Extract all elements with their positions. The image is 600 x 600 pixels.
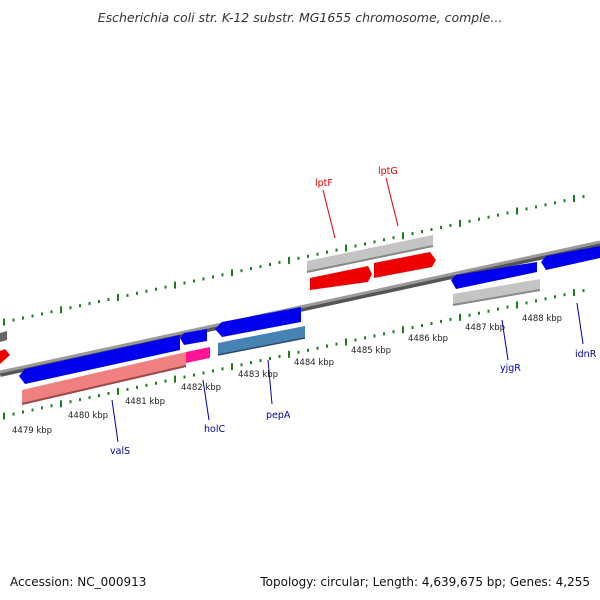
tick-label: 4480 kbp: [68, 411, 108, 421]
gene-label-yjgR[interactable]: yjgR: [500, 363, 521, 374]
tick-label: 4485 kbp: [351, 346, 391, 356]
tick-label: 4482 kbp: [181, 383, 221, 393]
tick-label: 4483 kbp: [238, 370, 278, 380]
gene-labels: lptF lptG valS holC pepA yjgR idnR: [110, 166, 597, 457]
leader-line-lptG: [385, 177, 399, 227]
tick-marks: [3, 195, 585, 420]
tick-labels: 4479 kbp 4480 kbp 4481 kbp 4482 kbp 4483…: [12, 314, 562, 436]
edge-feature-red[interactable]: [0, 349, 10, 364]
cds-arrow-valS[interactable]: [19, 335, 180, 384]
tick-label: 4481 kbp: [125, 397, 165, 407]
features-track: [0, 235, 600, 405]
cds-arrow-holC[interactable]: [180, 329, 207, 345]
leader-line-pepA: [267, 359, 273, 405]
leader-line-idnR: [576, 302, 584, 345]
tick-label: 4479 kbp: [12, 426, 52, 436]
gene-bar-pepA[interactable]: [218, 326, 305, 355]
tick-label: 4484 kbp: [294, 358, 334, 368]
accession-text: Accession: NC_000913: [10, 575, 147, 589]
edge-feature-grey[interactable]: [0, 331, 7, 342]
cds-arrow-lptF[interactable]: [310, 266, 372, 290]
map-title: Escherichia coli str. K-12 substr. MG165…: [97, 10, 503, 25]
cds-arrow-pepA[interactable]: [215, 307, 301, 337]
gene-label-lptG[interactable]: lptG: [378, 166, 398, 177]
tick-label: 4487 kbp: [465, 323, 505, 333]
gene-bar-yjgR[interactable]: [453, 279, 540, 305]
genome-summary-text: Topology: circular; Length: 4,639,675 bp…: [260, 575, 590, 589]
tick-label: 4488 kbp: [522, 314, 562, 324]
cds-arrow-idnR[interactable]: [541, 246, 600, 270]
gene-bar-lptF-lptG[interactable]: [307, 235, 433, 272]
cds-arrow-yjgR[interactable]: [451, 262, 537, 289]
leader-line-valS: [111, 399, 119, 443]
leader-line-holC: [202, 379, 210, 421]
gene-label-pepA[interactable]: pepA: [266, 410, 291, 421]
tick-label: 4486 kbp: [408, 334, 448, 344]
cds-arrow-lptG[interactable]: [374, 252, 436, 278]
rna-bar-holC[interactable]: [186, 347, 210, 363]
gene-label-valS[interactable]: valS: [110, 446, 130, 457]
gene-label-idnR[interactable]: idnR: [575, 349, 597, 360]
gene-bar-valS[interactable]: [22, 352, 186, 404]
gene-label-holC[interactable]: holC: [204, 424, 225, 435]
gene-label-lptF[interactable]: lptF: [315, 178, 333, 189]
leader-line-lptF: [322, 189, 336, 239]
leader-line-yjgR: [501, 319, 509, 361]
